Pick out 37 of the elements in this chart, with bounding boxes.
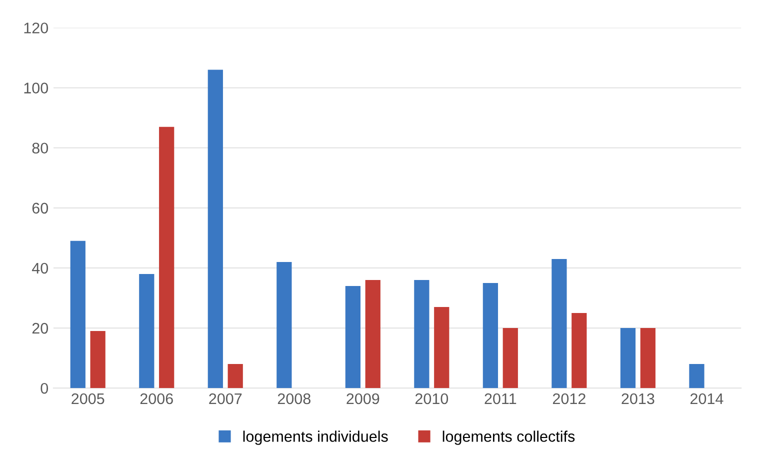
y-tick-label: 100 (24, 82, 48, 94)
x-tick-label: 2014 (690, 393, 724, 404)
bar (640, 328, 656, 388)
x-tick-label: 2007 (209, 393, 242, 404)
y-tick-label: 40 (32, 262, 48, 274)
bar (159, 126, 174, 388)
x-tick-label: 2006 (140, 393, 173, 404)
bar (482, 282, 498, 388)
bar (90, 331, 106, 388)
legend-label: logements individuels (243, 430, 388, 445)
bar (228, 364, 243, 388)
x-tick-label: 2012 (552, 393, 586, 404)
bar (345, 286, 360, 388)
legend-label: logements collectifs (442, 430, 575, 445)
x-tick-label: 2011 (484, 393, 516, 404)
bar (502, 328, 518, 388)
bar (70, 240, 86, 388)
bar (434, 307, 450, 388)
y-tick-label: 60 (32, 202, 48, 214)
x-tick-label: 2010 (415, 393, 448, 404)
bar (620, 328, 636, 388)
x-tick-label: 2008 (278, 393, 310, 404)
x-tick-label: 2013 (622, 393, 654, 404)
x-tick-label: 2005 (72, 393, 104, 404)
y-tick-label: 0 (40, 382, 48, 394)
bar (208, 70, 223, 388)
bar (365, 280, 380, 388)
bar (552, 258, 567, 388)
bar (572, 313, 587, 388)
y-tick-label: 80 (32, 142, 48, 154)
bar (276, 262, 292, 388)
x-tick-label: 2009 (346, 393, 380, 404)
bar (689, 364, 704, 388)
bar (414, 280, 430, 388)
bar (139, 274, 154, 388)
y-tick-label: 120 (24, 22, 48, 34)
y-tick-label: 20 (32, 322, 48, 334)
